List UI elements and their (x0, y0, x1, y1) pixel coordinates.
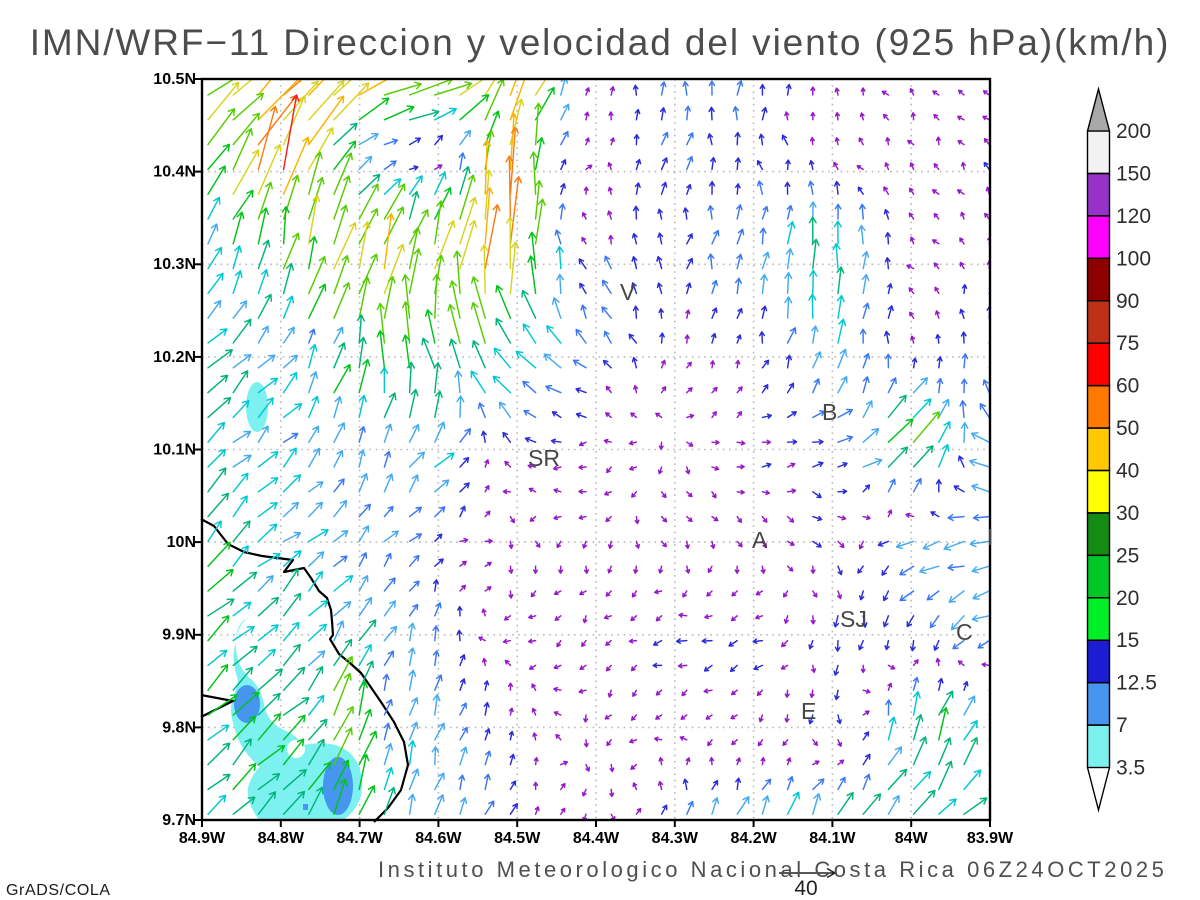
svg-text:84.9W: 84.9W (179, 830, 226, 847)
svg-text:50: 50 (1116, 417, 1139, 440)
svg-text:83.9W: 83.9W (967, 830, 1014, 847)
svg-text:SR: SR (528, 445, 560, 471)
svg-text:V: V (620, 279, 636, 305)
svg-text:84.6W: 84.6W (415, 830, 462, 847)
svg-text:84.2W: 84.2W (730, 830, 777, 847)
svg-text:I: I (987, 524, 993, 550)
svg-text:84.4W: 84.4W (573, 830, 620, 847)
svg-text:84.7W: 84.7W (336, 830, 383, 847)
svg-text:84.8W: 84.8W (258, 830, 305, 847)
svg-text:10.1N: 10.1N (153, 442, 196, 459)
svg-text:120: 120 (1116, 205, 1151, 228)
svg-text:20: 20 (1116, 587, 1139, 610)
svg-text:25: 25 (1116, 544, 1139, 567)
svg-text:40: 40 (1116, 460, 1139, 483)
svg-text:10.5N: 10.5N (153, 71, 196, 88)
svg-text:15: 15 (1116, 629, 1139, 652)
svg-text:10.4N: 10.4N (153, 164, 196, 181)
svg-text:150: 150 (1116, 163, 1151, 186)
svg-text:100: 100 (1116, 247, 1151, 270)
svg-text:10.2N: 10.2N (153, 349, 196, 366)
svg-text:9.7N: 9.7N (162, 812, 196, 829)
svg-text:9.9N: 9.9N (162, 627, 196, 644)
svg-text:C: C (956, 619, 973, 645)
svg-text:84.3W: 84.3W (652, 830, 699, 847)
svg-text:A: A (752, 527, 768, 553)
svg-text:7: 7 (1116, 714, 1128, 737)
svg-text:9.8N: 9.8N (162, 719, 196, 736)
svg-text:84.5W: 84.5W (494, 830, 541, 847)
svg-text:10.3N: 10.3N (153, 256, 196, 273)
svg-text:SJ: SJ (840, 606, 867, 632)
svg-text:10N: 10N (167, 534, 196, 551)
svg-text:84.1W: 84.1W (809, 830, 856, 847)
svg-text:84W: 84W (895, 830, 929, 847)
svg-text:75: 75 (1116, 332, 1139, 355)
svg-text:90: 90 (1116, 290, 1139, 313)
svg-text:E: E (801, 698, 816, 724)
svg-text:12.5: 12.5 (1116, 672, 1157, 695)
svg-text:30: 30 (1116, 502, 1139, 525)
svg-text:B: B (822, 399, 837, 425)
svg-text:60: 60 (1116, 375, 1139, 398)
svg-text:40: 40 (794, 877, 817, 900)
svg-text:3.5: 3.5 (1116, 757, 1145, 780)
svg-text:200: 200 (1116, 120, 1151, 143)
